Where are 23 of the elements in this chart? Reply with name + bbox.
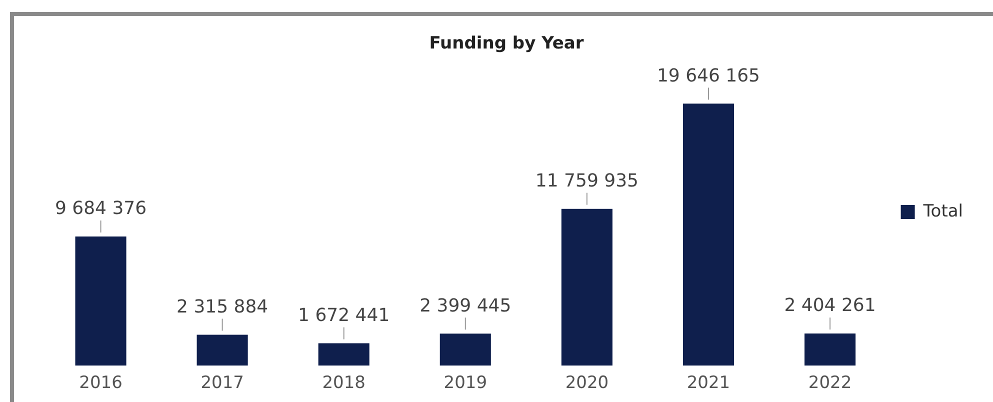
- bar: [440, 334, 491, 366]
- bar: [318, 343, 370, 366]
- chart-title: Funding by Year: [429, 34, 584, 54]
- data-label: 2 315 884: [176, 296, 268, 318]
- x-tick-label: 2017: [200, 373, 244, 394]
- x-tick-label: 2019: [444, 373, 488, 394]
- data-label: 1 672 441: [298, 304, 390, 326]
- bar: [682, 104, 734, 366]
- x-tick-label: 2020: [565, 373, 609, 394]
- data-label: 19 646 165: [656, 65, 760, 86]
- bar: [804, 334, 856, 366]
- bar: [561, 208, 612, 366]
- data-label: 2 399 445: [420, 295, 512, 316]
- data-label: 2 404 261: [784, 295, 876, 316]
- x-tick-label: 2018: [322, 373, 366, 394]
- data-label: 11 759 935: [535, 170, 638, 192]
- x-tick-label: 2016: [79, 373, 122, 394]
- legend-label: Total: [922, 201, 963, 222]
- bar: [196, 334, 248, 366]
- data-label: 9 684 376: [54, 198, 147, 220]
- x-tick-label: 2022: [808, 373, 852, 394]
- bar: [75, 236, 126, 366]
- x-tick-label: 2021: [686, 373, 730, 394]
